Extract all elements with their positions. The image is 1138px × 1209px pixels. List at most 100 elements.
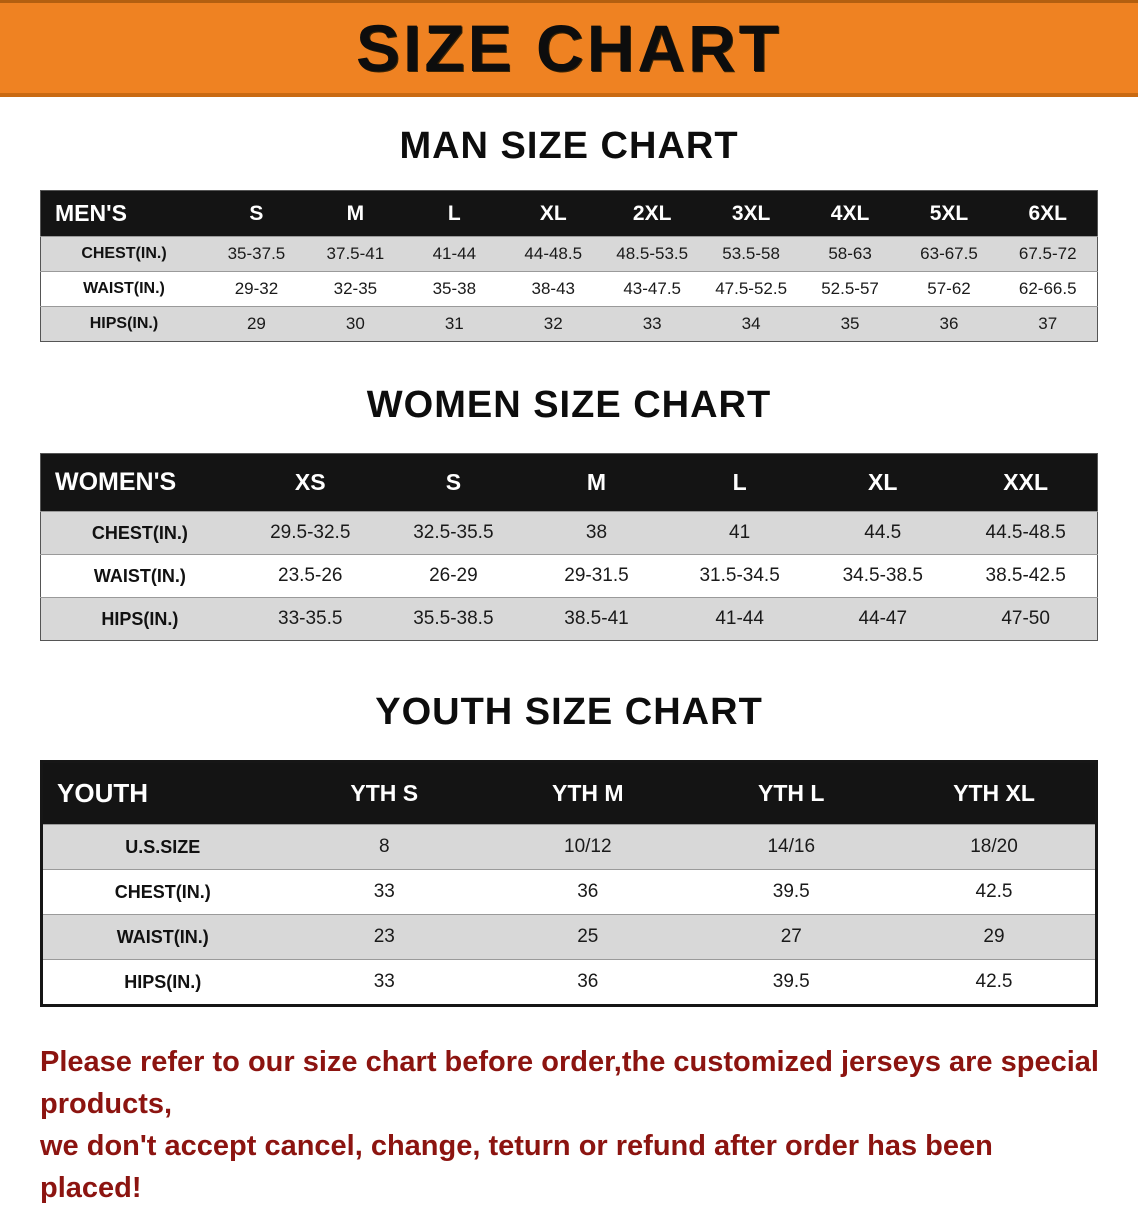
size-column-header: 6XL bbox=[998, 190, 1098, 237]
size-value: 44-47 bbox=[811, 597, 955, 641]
measurement-row: HIPS(IN.) 33 36 39.5 42.5 bbox=[41, 959, 1097, 1006]
row-label: HIPS(IN.) bbox=[40, 306, 207, 342]
size-value: 36 bbox=[899, 306, 999, 342]
size-value: 38 bbox=[524, 511, 669, 555]
measurement-row: HIPS(IN.) 33-35.5 35.5-38.5 38.5-41 41-44 44-… bbox=[40, 597, 1098, 641]
size-column-header: S bbox=[206, 190, 306, 237]
size-value: 31 bbox=[404, 306, 504, 342]
size-chart-banner: SIZE CHART bbox=[0, 0, 1138, 97]
order-policy-notice: Please refer to our size chart before or… bbox=[40, 1041, 1100, 1209]
size-value: 35 bbox=[800, 306, 900, 342]
measurement-row: CHEST(IN.) 33 36 39.5 42.5 bbox=[41, 869, 1097, 915]
size-column-header: YTH S bbox=[282, 761, 487, 825]
table-corner-label: WOMEN'S bbox=[40, 453, 239, 512]
measurement-row: WAIST(IN.) 23 25 27 29 bbox=[41, 914, 1097, 960]
size-column-header: XL bbox=[811, 453, 955, 512]
measurement-row: HIPS(IN.) 29 30 31 32 33 34 35 36 37 bbox=[40, 306, 1098, 342]
size-column-header: 4XL bbox=[800, 190, 900, 237]
size-value: 39.5 bbox=[689, 959, 893, 1006]
men-size-table: MEN'S S M L XL 2XL 3XL 4XL 5XL 6XL CHEST(IN.) 35-3… bbox=[40, 190, 1098, 342]
size-value: 36 bbox=[486, 959, 690, 1006]
size-value: 63-67.5 bbox=[899, 236, 999, 272]
size-value: 53.5-58 bbox=[701, 236, 801, 272]
size-value: 33 bbox=[282, 869, 487, 915]
women-size-chart-title: WOMEN SIZE CHART bbox=[366, 384, 772, 426]
size-value: 29.5-32.5 bbox=[238, 511, 382, 555]
size-value: 18/20 bbox=[893, 824, 1097, 870]
youth-size-chart-title: YOUTH SIZE CHART bbox=[375, 691, 763, 733]
size-value: 36 bbox=[486, 869, 690, 915]
order-policy-line-1: Please refer to our size chart before or… bbox=[40, 1046, 1099, 1121]
women-table-header-row: WOMEN'S XS S M L XL XXL bbox=[40, 453, 1098, 512]
row-label: WAIST(IN.) bbox=[40, 554, 239, 598]
row-label: CHEST(IN.) bbox=[40, 236, 207, 272]
size-value: 42.5 bbox=[893, 959, 1097, 1006]
size-value: 8 bbox=[282, 824, 487, 870]
size-column-header: S bbox=[381, 453, 525, 512]
size-value: 38.5-42.5 bbox=[954, 554, 1098, 598]
row-label: HIPS(IN.) bbox=[41, 959, 283, 1006]
measurement-row: CHEST(IN.) 35-37.5 37.5-41 41-44 44-48.5 48.5… bbox=[40, 236, 1098, 272]
size-column-header: XL bbox=[503, 190, 603, 237]
women-size-table: WOMEN'S XS S M L XL XXL CHEST(IN.) 29.5-32.5 32.… bbox=[40, 453, 1098, 641]
size-value: 26-29 bbox=[381, 554, 525, 598]
size-column-header: XS bbox=[238, 453, 382, 512]
measurement-row: WAIST(IN.) 23.5-26 26-29 29-31.5 31.5-34.5 34… bbox=[40, 554, 1098, 598]
row-label: U.S.SIZE bbox=[41, 824, 283, 870]
size-column-header: L bbox=[668, 453, 812, 512]
size-column-header: YTH M bbox=[486, 761, 690, 825]
size-value: 38-43 bbox=[503, 271, 603, 307]
size-value: 62-66.5 bbox=[998, 271, 1098, 307]
size-value: 23.5-26 bbox=[238, 554, 382, 598]
size-value: 25 bbox=[486, 914, 690, 960]
size-value: 42.5 bbox=[893, 869, 1097, 915]
size-value: 33 bbox=[602, 306, 702, 342]
size-column-header: XXL bbox=[954, 453, 1098, 512]
man-size-chart-title: MAN SIZE CHART bbox=[399, 125, 739, 167]
measurement-row: CHEST(IN.) 29.5-32.5 32.5-35.5 38 41 44.5 44.5… bbox=[40, 511, 1098, 555]
size-value: 30 bbox=[305, 306, 405, 342]
youth-size-table: YOUTH YTH S YTH M YTH L YTH XL U.S.SIZE 8 10/1… bbox=[40, 760, 1098, 1007]
size-value: 29-31.5 bbox=[524, 554, 669, 598]
size-value: 23 bbox=[282, 914, 487, 960]
table-corner-label: MEN'S bbox=[40, 190, 207, 237]
row-label: CHEST(IN.) bbox=[40, 511, 239, 555]
size-value: 44-48.5 bbox=[503, 236, 603, 272]
men-table-header-row: MEN'S S M L XL 2XL 3XL 4XL 5XL 6XL bbox=[40, 190, 1098, 237]
size-column-header: YTH L bbox=[689, 761, 893, 825]
size-value: 38.5-41 bbox=[524, 597, 669, 641]
size-value: 31.5-34.5 bbox=[668, 554, 812, 598]
size-value: 41-44 bbox=[404, 236, 504, 272]
row-label: WAIST(IN.) bbox=[40, 271, 207, 307]
measurement-row: WAIST(IN.) 29-32 32-35 35-38 38-43 43-47.5 47.… bbox=[40, 271, 1098, 307]
size-column-header: M bbox=[305, 190, 405, 237]
size-value: 47-50 bbox=[954, 597, 1098, 641]
size-value: 41 bbox=[668, 511, 812, 555]
size-value: 44.5-48.5 bbox=[954, 511, 1098, 555]
size-value: 43-47.5 bbox=[602, 271, 702, 307]
size-value: 33-35.5 bbox=[238, 597, 382, 641]
size-value: 32-35 bbox=[305, 271, 405, 307]
size-value: 35-38 bbox=[404, 271, 504, 307]
size-value: 48.5-53.5 bbox=[602, 236, 702, 272]
size-value: 41-44 bbox=[668, 597, 812, 641]
size-value: 32 bbox=[503, 306, 603, 342]
size-value: 52.5-57 bbox=[800, 271, 900, 307]
size-value: 10/12 bbox=[486, 824, 690, 870]
size-column-header: L bbox=[404, 190, 504, 237]
size-value: 35-37.5 bbox=[206, 236, 306, 272]
table-corner-label: YOUTH bbox=[41, 761, 283, 825]
size-value: 27 bbox=[689, 914, 893, 960]
banner-title: SIZE CHART bbox=[356, 11, 782, 85]
size-value: 39.5 bbox=[689, 869, 893, 915]
row-label: HIPS(IN.) bbox=[40, 597, 239, 641]
row-label: WAIST(IN.) bbox=[41, 914, 283, 960]
size-value: 29-32 bbox=[206, 271, 306, 307]
row-label: CHEST(IN.) bbox=[41, 869, 283, 915]
size-column-header: YTH XL bbox=[893, 761, 1097, 825]
size-value: 35.5-38.5 bbox=[381, 597, 525, 641]
size-value: 29 bbox=[206, 306, 306, 342]
size-value: 37.5-41 bbox=[305, 236, 405, 272]
size-column-header: M bbox=[524, 453, 669, 512]
size-value: 34 bbox=[701, 306, 801, 342]
